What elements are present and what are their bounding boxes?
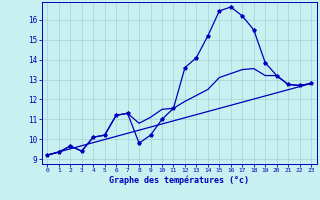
X-axis label: Graphe des températures (°c): Graphe des températures (°c) [109, 176, 249, 185]
